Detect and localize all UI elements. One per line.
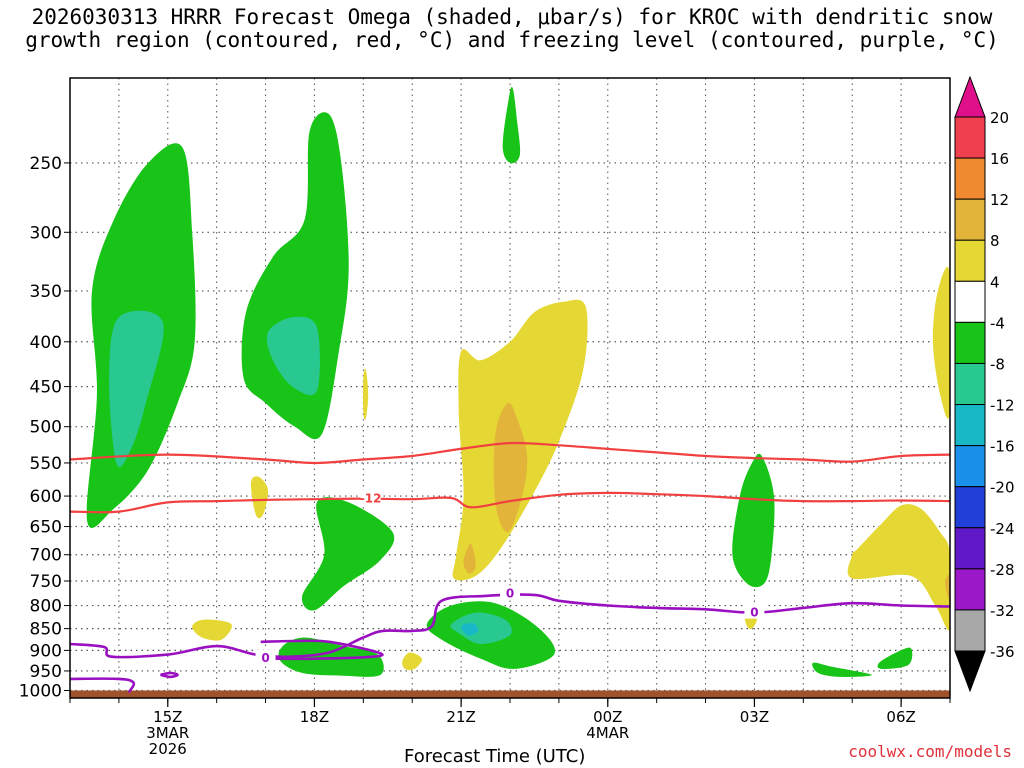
y-tick-label: 250 (30, 154, 62, 174)
freezing-line-low (260, 639, 384, 661)
descent-east-low (847, 504, 950, 631)
x-tick-label: 21Z (446, 708, 475, 726)
colorbar-top-arrow (954, 75, 986, 118)
colorbar-swatch (954, 280, 986, 323)
ascent-blob-top (502, 86, 521, 164)
descent-small-1 (250, 476, 269, 519)
omega-shading (86, 86, 950, 677)
colorbar-bottom-arrow (954, 650, 986, 693)
colorbar-label: -36 (990, 643, 1015, 661)
ascent-column-b (241, 112, 349, 440)
minus12-lower-label-bg (360, 490, 381, 505)
chart-title: 2026030313 HRRR Forecast Omega (shaded, … (25, 5, 999, 52)
x-tick-label: 06Z (886, 708, 915, 726)
y-tick-label: 800 (30, 597, 62, 617)
freezing-line-sfc (70, 677, 136, 694)
colorbar-label: -4 (990, 314, 1005, 332)
descent-small-3 (192, 619, 232, 641)
colorbar-label: -20 (990, 479, 1015, 497)
colorbar-swatch (954, 321, 986, 364)
y-tick-label: 950 (30, 662, 62, 682)
colorbar-label: 8 (990, 232, 1000, 250)
freezing-ring (160, 671, 179, 679)
y-tick-label: 900 (30, 641, 62, 661)
colorbar-label: -16 (990, 438, 1015, 456)
x-tick-label: 03Z (740, 708, 769, 726)
colorbar-label: 4 (990, 273, 1000, 291)
colorbar-swatch (954, 239, 986, 282)
ascent-low-21z-max (461, 623, 479, 636)
y-tick-label: 650 (30, 518, 62, 538)
y-tick-label: 550 (30, 454, 62, 474)
colorbar-swatch (954, 609, 986, 652)
colorbar-swatch (954, 445, 986, 488)
freezing-line-main-label: 0 (506, 586, 514, 600)
y-axis: 2503003504004505005506006507007508008509… (19, 154, 70, 701)
y-tick-label: 450 (30, 378, 62, 398)
freezing-line-main-label-bg (500, 585, 520, 600)
freezing-03z-label-label: 0 (750, 606, 758, 620)
colorbar-swatch (954, 568, 986, 611)
colorbar-swatch (954, 116, 986, 159)
descent-east-core (945, 574, 950, 602)
y-tick-label: 600 (30, 487, 62, 507)
colorbar-swatch (954, 527, 986, 570)
ascent-core-b (266, 316, 320, 396)
y-tick-label: 1000 (19, 681, 62, 701)
descent-east-high (932, 266, 950, 419)
y-tick-label: 500 (30, 418, 62, 438)
y-tick-label: 300 (30, 223, 62, 243)
colorbar-label: -28 (990, 561, 1015, 579)
freezing-03z-label-label-bg (744, 604, 765, 619)
ascent-low-06z (877, 647, 913, 669)
y-tick-label: 850 (30, 620, 62, 640)
ascent-mid-18z (301, 497, 395, 611)
colorbar-swatch (954, 362, 986, 406)
ascent-03z (732, 453, 775, 588)
minus12-upper (70, 441, 950, 465)
y-tick-label: 400 (30, 333, 62, 353)
x-tick-year: 2026 (149, 740, 187, 758)
colorbar-label: -12 (990, 397, 1015, 415)
x-tick-date: 3MAR (146, 724, 189, 742)
freezing-line-low-label-bg (255, 649, 276, 664)
ascent-low-04z (812, 662, 872, 677)
colorbar-label: -32 (990, 602, 1015, 620)
descent-small-4 (402, 652, 423, 671)
terrain-band (70, 690, 950, 698)
ascent-low-21z-core (450, 612, 512, 645)
descent-small-2 (363, 368, 369, 420)
colorbar-label: 12 (990, 191, 1009, 209)
colorbar-label: -8 (990, 355, 1005, 373)
colorbar-label: 20 (990, 109, 1009, 127)
x-tick-label: 18Z (300, 708, 329, 726)
y-tick-label: 350 (30, 282, 62, 302)
credit-text: coolwx.com/models (848, 742, 1012, 761)
colorbar-label: -24 (990, 520, 1015, 538)
x-tick-label: 15Z (153, 708, 182, 726)
minus12-lower-label: -12 (360, 492, 382, 506)
x-axis-label: Forecast Time (UTC) (404, 746, 586, 767)
colorbar-swatch (954, 404, 986, 447)
colorbar-label: 16 (990, 150, 1009, 168)
x-tick-date: 4MAR (586, 724, 629, 742)
colorbar: 20 16 12 8 4 -4 -8 -12 -16 -20 -24 -28 -32 -36 (954, 75, 1015, 693)
colorbar-swatch (954, 198, 986, 241)
contours: -12 0 0 0 (70, 441, 950, 694)
minus12-lower (70, 491, 950, 514)
y-tick-label: 700 (30, 546, 62, 566)
terrain (70, 690, 950, 698)
ascent-core-a (109, 310, 164, 468)
freezing-line-low-label: 0 (261, 651, 269, 665)
descent-core-low (463, 543, 476, 574)
colorbar-swatch (954, 157, 986, 200)
y-tick-label: 750 (30, 572, 62, 592)
colorbar-swatch (954, 486, 986, 529)
x-tick-label: 00Z (593, 708, 622, 726)
